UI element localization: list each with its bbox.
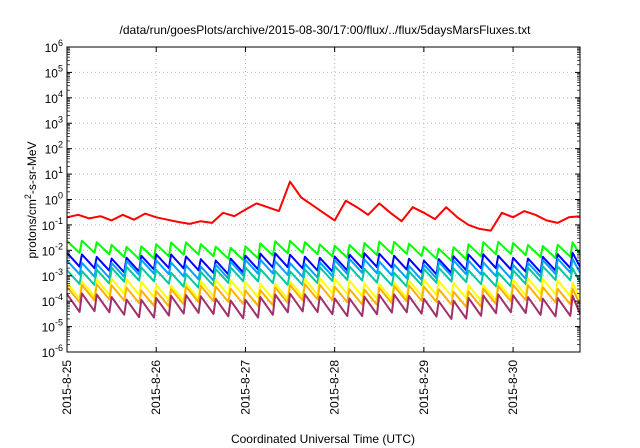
y-tick-label: 10-4	[42, 292, 63, 309]
x-tick-label: 2015-8-28	[328, 360, 342, 415]
y-axis-label-pre: protons/cm	[25, 199, 39, 258]
y-tick-label: 102	[45, 140, 63, 157]
y-tick-label: 100	[45, 191, 63, 208]
x-tick-label: 2015-8-29	[417, 360, 431, 415]
y-axis-label-sup: 2	[23, 194, 33, 199]
series-line-2	[66, 239, 581, 262]
y-tick-label: 106	[45, 38, 63, 55]
x-tick-label: 2015-8-25	[60, 360, 74, 415]
grid	[67, 47, 580, 352]
series-line-7	[66, 283, 581, 308]
y-tick-label: 103	[45, 114, 63, 131]
y-axis-label-post: -s-sr-MeV	[25, 141, 39, 194]
series-line-8	[66, 292, 581, 320]
y-axis-label: protons/cm2-s-sr-MeV	[23, 141, 39, 258]
x-tick-label: 2015-8-26	[149, 360, 163, 415]
y-tick-label: 10-5	[42, 318, 63, 335]
plot-frame	[66, 46, 581, 353]
series-group	[66, 180, 581, 320]
series-line-5	[66, 265, 581, 289]
y-tick-label: 105	[45, 63, 63, 80]
chart-title: /data/run/goesPlots/archive/2015-08-30/1…	[120, 23, 532, 37]
x-tick-label: 2015-8-30	[506, 360, 520, 415]
y-tick-label: 104	[45, 89, 63, 106]
x-ticks: 2015-8-25 2015-8-26 2015-8-27 2015-8-28 2015…	[60, 47, 520, 415]
x-axis-label: Coordinated Universal Time (UTC)	[231, 432, 415, 446]
y-tick-label: 10-6	[42, 343, 63, 360]
y-tick-label: 10-2	[42, 241, 63, 258]
x-tick-label: 2015-8-27	[238, 360, 252, 415]
y-tick-label: 10-1	[42, 216, 63, 233]
y-tick-label: 101	[45, 165, 63, 182]
y-tick-label: 10-3	[42, 267, 63, 284]
series-line-4	[66, 257, 581, 282]
series-line-1	[66, 180, 581, 232]
